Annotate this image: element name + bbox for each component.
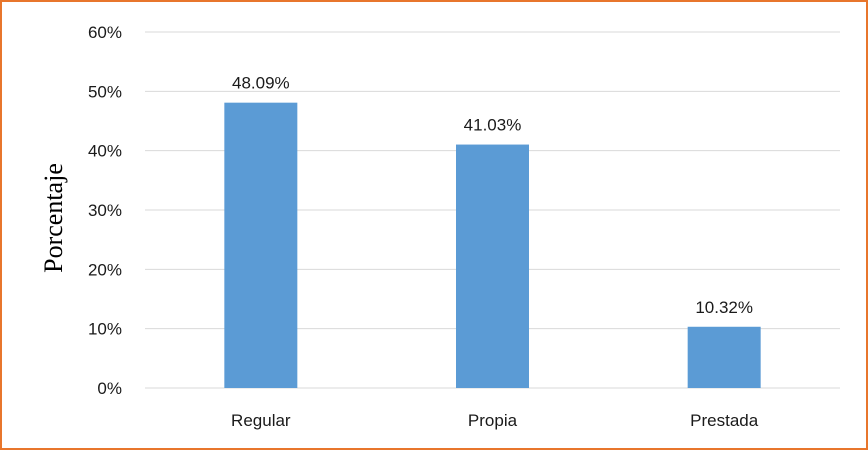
y-tick-labels: 0% 10% 20% 30% 40% 50% 60% [88,23,122,398]
category-label: Regular [231,411,291,430]
data-labels: 48.09% 41.03% 10.32% [232,74,753,317]
data-label: 48.09% [232,74,290,93]
bar [456,144,529,388]
y-axis-title: Porcentaje [39,163,68,273]
y-tick-label: 0% [97,379,122,398]
y-tick-label: 10% [88,320,122,339]
bar [224,102,298,388]
data-label: 10.32% [695,298,753,317]
y-tick-label: 60% [88,23,122,42]
bar [687,326,761,388]
bars [224,102,761,388]
category-label: Propia [468,411,518,430]
category-label: Prestada [690,411,759,430]
y-tick-label: 20% [88,260,122,279]
y-tick-label: 50% [88,82,122,101]
y-tick-label: 30% [88,201,122,220]
data-label: 41.03% [464,116,522,135]
category-labels: Regular Propia Prestada [231,411,759,430]
y-tick-label: 40% [88,142,122,161]
